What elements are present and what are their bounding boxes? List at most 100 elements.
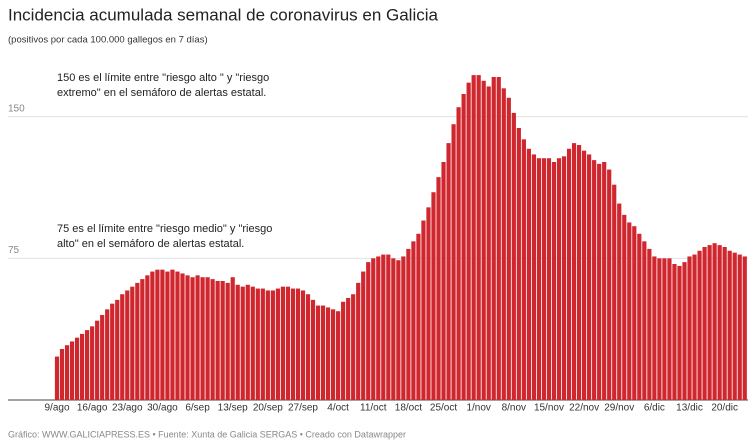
x-tick-label: 22/nov — [569, 403, 599, 414]
bar — [361, 271, 366, 400]
bar — [155, 269, 160, 400]
bar — [74, 337, 80, 400]
bar — [712, 243, 717, 400]
annotation: 75 es el límite entre "riesgo medio" y "… — [57, 223, 272, 235]
bar — [576, 145, 582, 400]
bar — [491, 77, 496, 400]
x-tick-label: 13/sep — [218, 403, 248, 414]
bar — [245, 284, 250, 400]
bar — [536, 158, 542, 400]
bar — [561, 156, 567, 400]
bar — [737, 254, 742, 400]
x-tick-label: 6/sep — [185, 403, 210, 414]
x-tick-label: 29/nov — [604, 403, 634, 414]
chart-title: Incidencia acumulada semanal de coronavi… — [8, 5, 439, 24]
bar — [652, 256, 657, 400]
x-tick-label: 27/sep — [288, 403, 318, 414]
bar — [225, 282, 230, 400]
bar — [727, 250, 732, 400]
bar — [325, 307, 331, 400]
bar — [587, 154, 592, 400]
x-tick-label: 4/oct — [327, 403, 349, 414]
bar — [541, 158, 547, 400]
bar — [295, 288, 301, 400]
bar — [341, 301, 346, 400]
annotation: 150 es el límite entre "riesgo alto " y … — [57, 72, 269, 84]
bar — [351, 294, 356, 400]
bar — [275, 288, 280, 400]
bar — [677, 265, 682, 400]
bar — [647, 248, 652, 400]
bar — [320, 305, 326, 400]
bar — [90, 326, 95, 400]
bar — [471, 75, 476, 400]
bar — [215, 281, 220, 400]
bar — [672, 264, 677, 400]
bar — [310, 299, 316, 400]
bar — [170, 269, 175, 400]
bar — [300, 290, 306, 400]
bar — [185, 275, 190, 400]
bar — [290, 288, 296, 400]
bar — [732, 252, 737, 400]
bar — [381, 254, 386, 400]
annotation: extremo" en el semáforo de alertas estat… — [57, 87, 266, 99]
bar — [285, 286, 291, 400]
bar — [421, 220, 426, 400]
bar — [396, 260, 401, 400]
bar — [566, 148, 572, 400]
bar — [546, 158, 552, 400]
bar — [657, 258, 662, 400]
bar — [627, 222, 632, 400]
bar — [386, 254, 391, 400]
bar — [255, 288, 260, 400]
bar — [687, 256, 692, 400]
bar — [406, 248, 411, 400]
x-tick-label: 18/oct — [395, 403, 422, 414]
bar — [180, 273, 185, 400]
x-tick-label: 16/ago — [77, 403, 108, 414]
bar — [110, 303, 115, 400]
bar — [401, 256, 406, 400]
bar — [195, 275, 200, 400]
bar — [100, 315, 105, 400]
bar — [54, 356, 60, 400]
x-tick-label: 20/sep — [253, 403, 283, 414]
bar — [69, 341, 75, 400]
bar — [59, 349, 65, 400]
x-tick-label: 25/oct — [430, 403, 457, 414]
bar — [717, 245, 722, 400]
bar — [371, 258, 376, 400]
bar — [416, 233, 421, 400]
bar — [315, 305, 321, 400]
bar — [556, 158, 562, 400]
bar — [105, 309, 110, 400]
bar — [506, 97, 511, 401]
bar — [692, 254, 697, 400]
bar — [461, 94, 466, 400]
bar — [722, 247, 727, 400]
bar — [210, 279, 215, 400]
bar — [707, 245, 712, 400]
bar — [391, 258, 396, 400]
bar — [431, 192, 436, 400]
bar — [667, 258, 672, 400]
bar — [526, 148, 531, 400]
bar — [451, 124, 456, 400]
bar — [140, 279, 145, 400]
x-tick-label: 11/oct — [360, 403, 387, 414]
bar — [597, 163, 602, 400]
bar — [145, 275, 150, 400]
bar — [366, 262, 371, 400]
bar — [602, 162, 607, 400]
bar — [270, 290, 275, 400]
y-tick-label: 150 — [8, 103, 25, 114]
annotation: alto" en el semáforo de alertas estatal. — [57, 238, 244, 250]
bar — [235, 284, 240, 400]
bar — [521, 139, 526, 401]
bar — [336, 311, 341, 400]
bar — [702, 247, 707, 400]
bar — [501, 88, 506, 400]
bar — [516, 128, 521, 400]
